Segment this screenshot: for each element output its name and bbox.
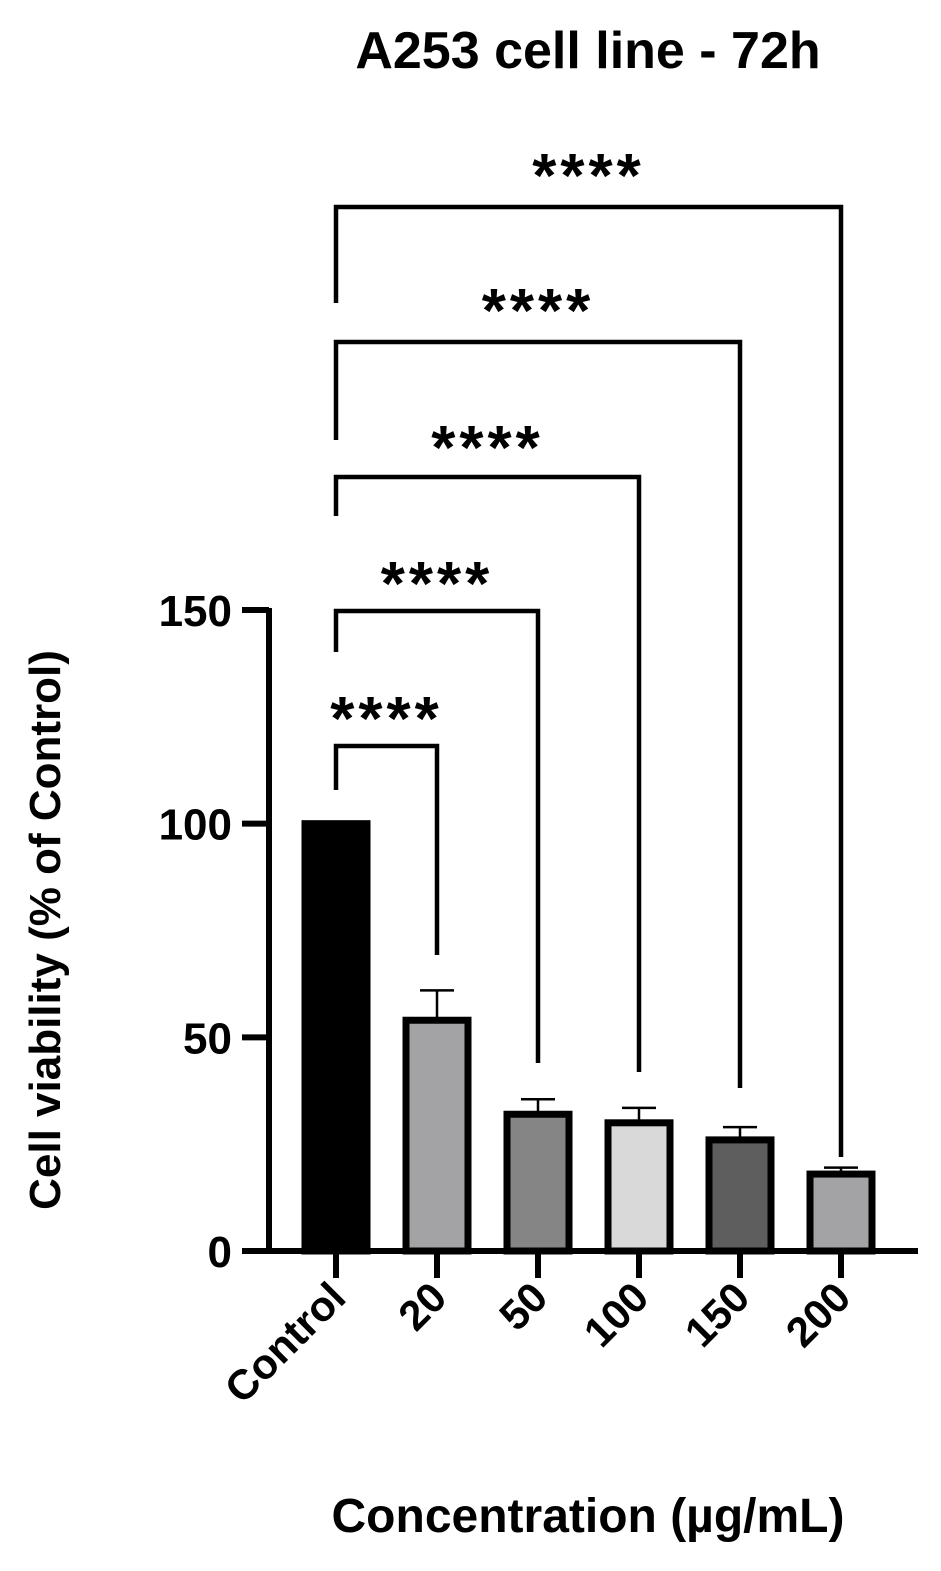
significance-label: **** xyxy=(330,685,443,754)
bar xyxy=(604,1119,674,1255)
significance-label: **** xyxy=(482,277,595,346)
x-axis-label: Concentration (µg/mL) xyxy=(332,1490,845,1543)
y-axis-label: Cell viability (% of Control) xyxy=(21,650,70,1210)
y-tick-label: 0 xyxy=(208,1228,232,1277)
bar xyxy=(301,820,371,1255)
bar xyxy=(402,1016,472,1255)
significance-bracket xyxy=(333,608,541,1063)
significance-label: **** xyxy=(431,414,544,483)
y-tick-label: 50 xyxy=(183,1014,232,1063)
significance-bracket xyxy=(333,743,440,955)
bar xyxy=(705,1136,775,1255)
x-tick-label: 50 xyxy=(490,1273,556,1339)
bar xyxy=(503,1110,573,1255)
bar xyxy=(806,1170,876,1255)
x-tick-label: Control xyxy=(216,1273,355,1412)
y-tick-label: 100 xyxy=(159,801,232,850)
x-tick-label: 20 xyxy=(389,1273,455,1339)
x-tick-label: 100 xyxy=(575,1273,658,1356)
significance-label: **** xyxy=(532,142,645,211)
significance-bracket xyxy=(333,204,844,1157)
y-tick-label: 150 xyxy=(159,587,232,636)
x-tick-label: 200 xyxy=(777,1273,860,1356)
significance-bracket xyxy=(333,474,642,1072)
significance-bracket xyxy=(333,339,743,1088)
significance-label: **** xyxy=(381,550,494,619)
x-tick-label: 150 xyxy=(676,1273,759,1356)
chart-title: A253 cell line - 72h xyxy=(355,22,820,80)
